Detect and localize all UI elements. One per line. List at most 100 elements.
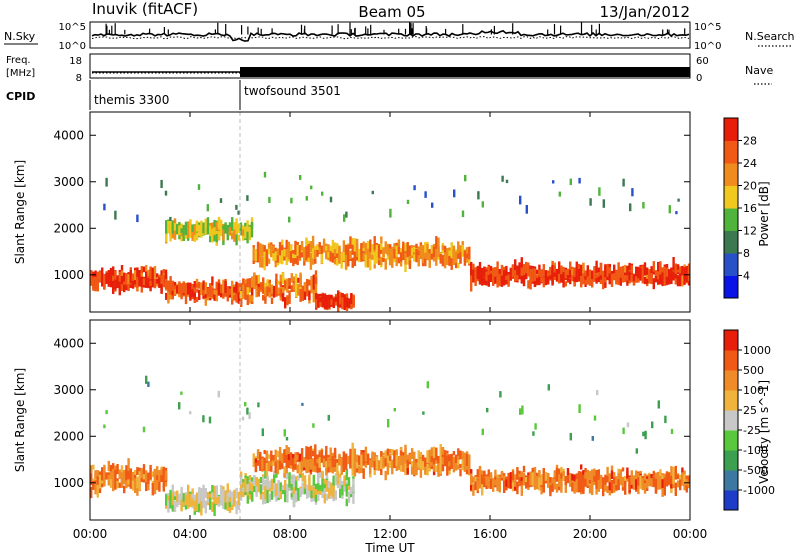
scatter-cell [270,291,274,297]
scatter-cell [251,276,254,290]
scatter-cell [180,499,183,510]
scatter-cell [224,496,227,510]
scatter-cell [123,272,126,279]
scatter-cell [615,274,618,285]
scatter-cell [242,489,245,497]
scatter-cell [296,244,299,255]
scatter-cell [222,229,225,241]
scatter-cell [663,485,666,496]
scatter-cell [538,269,541,277]
scatter-cell [672,470,675,485]
scatter-cell [525,482,528,487]
scatter-cell [463,253,467,266]
scatter-cell [644,430,647,440]
scatter-cell [308,485,311,498]
scatter-cell [500,264,504,272]
colorbar-segment [724,275,738,299]
scatter-cell [337,295,340,307]
scatter-cell [351,442,354,457]
scatter-cell [202,498,205,509]
scatter-cell [569,275,572,285]
scatter-cell [646,486,649,491]
scatter-cell [544,270,548,275]
scatter-cell [270,478,274,491]
scatter-cell [604,487,607,492]
scatter-cell [496,273,499,288]
scatter-cell [209,225,212,233]
scatter-cell [254,462,258,473]
scatter-cell [521,405,524,415]
scatter-cell [443,245,447,253]
scatter-cell [327,252,330,258]
scatter-cell [399,252,403,262]
scatter-cell [275,494,278,502]
scatter-cell [178,230,181,236]
scatter-cell [681,467,684,472]
colorbar-segment [724,410,738,431]
scatter-cell [305,237,308,250]
scatter-cell [584,270,587,277]
scatter-cell [452,451,456,456]
colorbar-segment [724,350,738,371]
scatter-cell [486,407,489,413]
scatter-cell [599,263,603,276]
scatter-cell [167,499,170,505]
scatter-cell [278,252,282,264]
scatter-cell [286,491,289,503]
scatter-cell [317,298,320,303]
scatter-cell [94,283,97,292]
scatter-cell [158,277,161,287]
scatter-cell [151,483,154,496]
scatter-cell [334,293,338,298]
scatter-cell [114,210,117,220]
scatter-cell [283,429,286,437]
scatter-cell [624,275,627,283]
scatter-cell [314,276,318,285]
scatter-cell [509,479,512,489]
scatter-cell [195,283,199,288]
scatter-cell [189,411,192,415]
scatter-cell [204,488,207,499]
scatter-cell [244,402,247,407]
scatter-cell [388,453,392,459]
scatter-cell [511,265,515,278]
scatter-cell [153,481,157,495]
scatter-cell [264,489,267,495]
scatter-cell [285,250,288,257]
scatter-cell [426,253,429,261]
scatter-cell [198,487,201,500]
scatter-cell [220,485,223,498]
scatter-cell [353,255,357,267]
scatter-cell [98,271,102,282]
scatter-cell [562,274,565,288]
scatter-cell [327,457,330,468]
scatter-cell [377,244,381,258]
scatter-cell [654,472,658,479]
scatter-cell [195,492,199,506]
scatter-cell [629,203,632,212]
scatter-cell [571,474,574,481]
scatter-cell [131,471,135,485]
scatter-cell [415,243,418,249]
scatter-cell [263,171,267,178]
scatter-cell [255,291,258,298]
scatter-cell [597,479,600,492]
scatter-cell [380,463,383,476]
scatter-cell [430,251,434,260]
scatter-cell [685,479,688,486]
scatter-cell [339,477,342,492]
scatter-cell [204,500,207,514]
scatter-cell [575,479,578,488]
scatter-cell [211,485,214,493]
scatter-cell [540,482,543,495]
scatter-cell [328,484,331,493]
scatter-cell [659,469,662,482]
scatter-cell [617,483,620,490]
scatter-cell [555,268,559,281]
scatter-cell [569,269,572,278]
scatter-cell [575,266,578,280]
scatter-cell [332,485,335,495]
scatter-cell [195,288,199,293]
scatter-cell [333,242,337,250]
scatter-cell [577,471,581,480]
